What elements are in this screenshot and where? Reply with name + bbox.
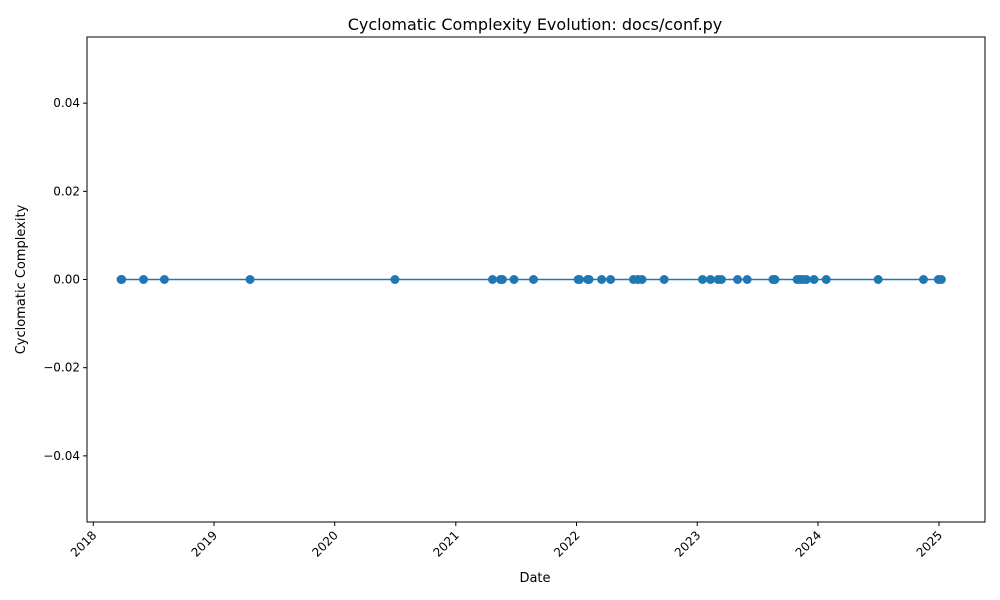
- x-tick-label: 2024: [793, 528, 824, 559]
- y-axis: −0.04 −0.02 0.00 0.02 0.04: [43, 96, 87, 463]
- x-tick-label: 2018: [68, 528, 99, 559]
- data-point: [637, 275, 647, 284]
- y-axis-label: Cyclomatic Complexity: [14, 204, 29, 354]
- y-tick-label: −0.02: [43, 361, 80, 375]
- data-point: [918, 275, 928, 284]
- data-point: [159, 275, 169, 284]
- data-point: [801, 275, 811, 284]
- x-tick-label: 2023: [672, 528, 703, 559]
- data-point: [821, 275, 831, 284]
- data-point: [698, 275, 708, 284]
- data-point: [742, 275, 752, 284]
- data-point: [716, 275, 726, 284]
- data-point: [597, 275, 607, 284]
- data-point: [497, 275, 507, 284]
- data-point: [245, 275, 255, 284]
- data-point: [809, 275, 819, 284]
- x-axis: 2018 2019 2020 2021 2022 2023 2024 2025: [68, 522, 945, 560]
- data-point: [488, 275, 498, 284]
- chart-title: Cyclomatic Complexity Evolution: docs/co…: [348, 15, 723, 34]
- data-point: [606, 275, 616, 284]
- data-point: [529, 275, 539, 284]
- data-point: [509, 275, 519, 284]
- data-point: [584, 275, 594, 284]
- data-point: [659, 275, 669, 284]
- y-tick-label: 0.02: [53, 184, 80, 198]
- data-point: [936, 275, 946, 284]
- data-point: [733, 275, 743, 284]
- y-tick-label: 0.04: [53, 96, 80, 110]
- series-layer: [116, 275, 946, 284]
- data-point: [574, 275, 584, 284]
- data-point: [139, 275, 149, 284]
- y-tick-label: −0.04: [43, 449, 80, 463]
- data-point: [390, 275, 400, 284]
- x-axis-label: Date: [519, 571, 550, 586]
- x-tick-label: 2019: [189, 528, 220, 559]
- data-point: [873, 275, 883, 284]
- data-point: [705, 275, 715, 284]
- x-tick-label: 2022: [551, 528, 582, 559]
- x-tick-label: 2021: [430, 528, 461, 559]
- x-tick-label: 2020: [309, 528, 340, 559]
- y-tick-label: 0.00: [53, 273, 80, 287]
- x-tick-label: 2025: [914, 528, 945, 559]
- data-point: [117, 275, 127, 284]
- data-point: [770, 275, 780, 284]
